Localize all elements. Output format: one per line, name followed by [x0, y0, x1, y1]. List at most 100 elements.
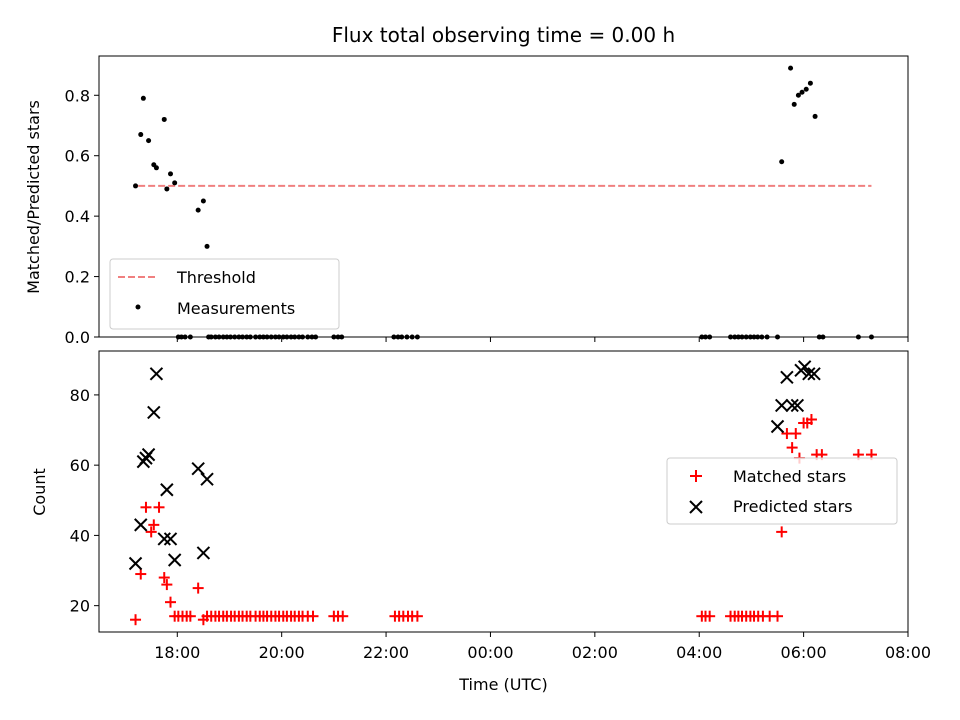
bottom-legend-box	[666, 457, 898, 525]
predicted-star-point	[780, 370, 794, 385]
matched-star-point	[145, 526, 157, 538]
chart-title: Flux total observing time = 0.00 h	[332, 23, 675, 47]
predicted-star-point	[157, 532, 171, 546]
bottom-x-tick-label: 00:00	[467, 643, 513, 662]
bottom-x-tick-label: 08:00	[885, 643, 931, 662]
top-x-ticks	[176, 337, 909, 342]
measurement-point	[164, 186, 170, 192]
predicted-star-point	[196, 546, 211, 560]
predicted-star-point	[785, 398, 799, 413]
measurement-point	[161, 116, 167, 122]
measurement-point	[168, 171, 174, 177]
measurement-point	[204, 243, 210, 249]
predicted-star-point	[200, 472, 214, 486]
matched-star-point	[411, 610, 423, 622]
matched-star-point	[153, 501, 165, 513]
top-panel: 0.00.20.40.60.8 Matched/Predicted stars …	[24, 55, 909, 347]
bottom-x-tick-label: 20:00	[259, 643, 305, 662]
matched-star-point	[135, 568, 147, 580]
top-y-tick-label: 0.4	[65, 207, 90, 226]
legend-predicted-swatch	[689, 500, 703, 514]
measurement-point	[195, 207, 201, 213]
predicted-star-point	[160, 483, 174, 497]
measurement-point	[138, 132, 144, 138]
legend-matched-label: Matched stars	[733, 467, 846, 486]
measurement-point	[779, 159, 785, 165]
bottom-x-tick-label: 02:00	[572, 643, 618, 662]
bottom-y-tick-label: 20	[70, 597, 90, 616]
top-y-tick-label: 0.2	[65, 268, 90, 287]
measurement-point	[788, 65, 794, 71]
predicted-star-point	[167, 553, 182, 567]
bottom-x-tick-label: 22:00	[363, 643, 409, 662]
top-y-ticks: 0.0 0.2 0.4 0.6 0.8	[65, 86, 99, 347]
measurement-point	[153, 165, 159, 171]
predicted-star-point	[807, 367, 821, 381]
matched-star-point	[130, 614, 142, 626]
matched-star-point	[161, 579, 173, 591]
top-legend-box	[109, 258, 340, 330]
matched-star-point	[158, 572, 170, 584]
measurement-point	[812, 113, 818, 119]
bottom-panel: 20 40 60 80 18:00 20:00 22:00 00:00 02:00 04:00 0…	[30, 350, 931, 694]
predicted-star-point	[774, 398, 789, 413]
predicted-star-point	[134, 518, 148, 532]
legend-measurements-swatch	[135, 304, 141, 310]
measurement-point	[807, 80, 813, 86]
top-y-tick-label: 0.6	[65, 147, 90, 166]
bottom-x-tick-label: 04:00	[676, 643, 722, 662]
bottom-x-axis-label: Time (UTC)	[458, 675, 547, 694]
bottom-y-tick-label: 60	[70, 456, 90, 475]
matched-star-point	[140, 501, 152, 513]
legend-predicted-label: Predicted stars	[733, 497, 853, 516]
top-axes-frame	[98, 55, 909, 338]
top-y-tick-label: 0.0	[65, 328, 90, 347]
bottom-axes-frame	[98, 350, 909, 633]
measurement-point	[200, 198, 206, 204]
measurement-point	[791, 101, 797, 107]
measurement-point	[133, 183, 139, 189]
matched-star-point	[192, 582, 204, 594]
matched-star-point	[805, 413, 817, 425]
measurement-point	[803, 86, 809, 92]
legend-threshold-label: Threshold	[176, 268, 256, 287]
bottom-y-tick-label: 40	[70, 526, 90, 545]
matched-star-point	[704, 610, 716, 622]
legend-measurements-label: Measurements	[177, 299, 295, 318]
top-y-tick-label: 0.8	[65, 86, 90, 105]
predicted-star-point	[797, 360, 812, 374]
matched-star-point	[790, 428, 802, 440]
predicted-star-point	[163, 532, 178, 546]
matched-star-point	[772, 610, 784, 622]
measurement-point	[146, 138, 152, 144]
predicted-star-point	[790, 398, 805, 413]
measurement-point	[795, 92, 801, 98]
predicted-star-point	[141, 447, 156, 462]
bottom-x-tick-label: 18:00	[154, 643, 200, 662]
matched-star-point	[184, 610, 196, 622]
predicted-star-point	[770, 419, 785, 434]
measurement-point	[799, 89, 805, 95]
bottom-x-ticks: 18:00 20:00 22:00 00:00 02:00 04:00 06:00 08:00	[154, 632, 931, 662]
predicted-star-point	[147, 405, 161, 420]
bottom-x-tick-label: 06:00	[781, 643, 827, 662]
matched-star-point	[307, 610, 319, 622]
measurement-point	[172, 180, 178, 186]
matched-star-point	[337, 610, 349, 622]
bottom-legend: Matched stars Predicted stars	[666, 457, 898, 525]
matched-star-point	[148, 519, 160, 531]
predicted-star-point	[128, 556, 143, 571]
bottom-y-ticks: 20 40 60 80	[70, 386, 99, 616]
top-legend: Threshold Measurements	[109, 258, 340, 330]
predicted-star-point	[149, 367, 164, 381]
measurement-point	[140, 95, 146, 101]
bottom-marks	[128, 360, 877, 626]
legend-matched-swatch	[690, 470, 702, 482]
predicted-star-point	[191, 461, 205, 476]
matched-star-point	[786, 442, 798, 454]
matched-star-point	[165, 596, 177, 608]
bottom-y-tick-label: 80	[70, 386, 90, 405]
matched-star-point	[776, 526, 788, 538]
